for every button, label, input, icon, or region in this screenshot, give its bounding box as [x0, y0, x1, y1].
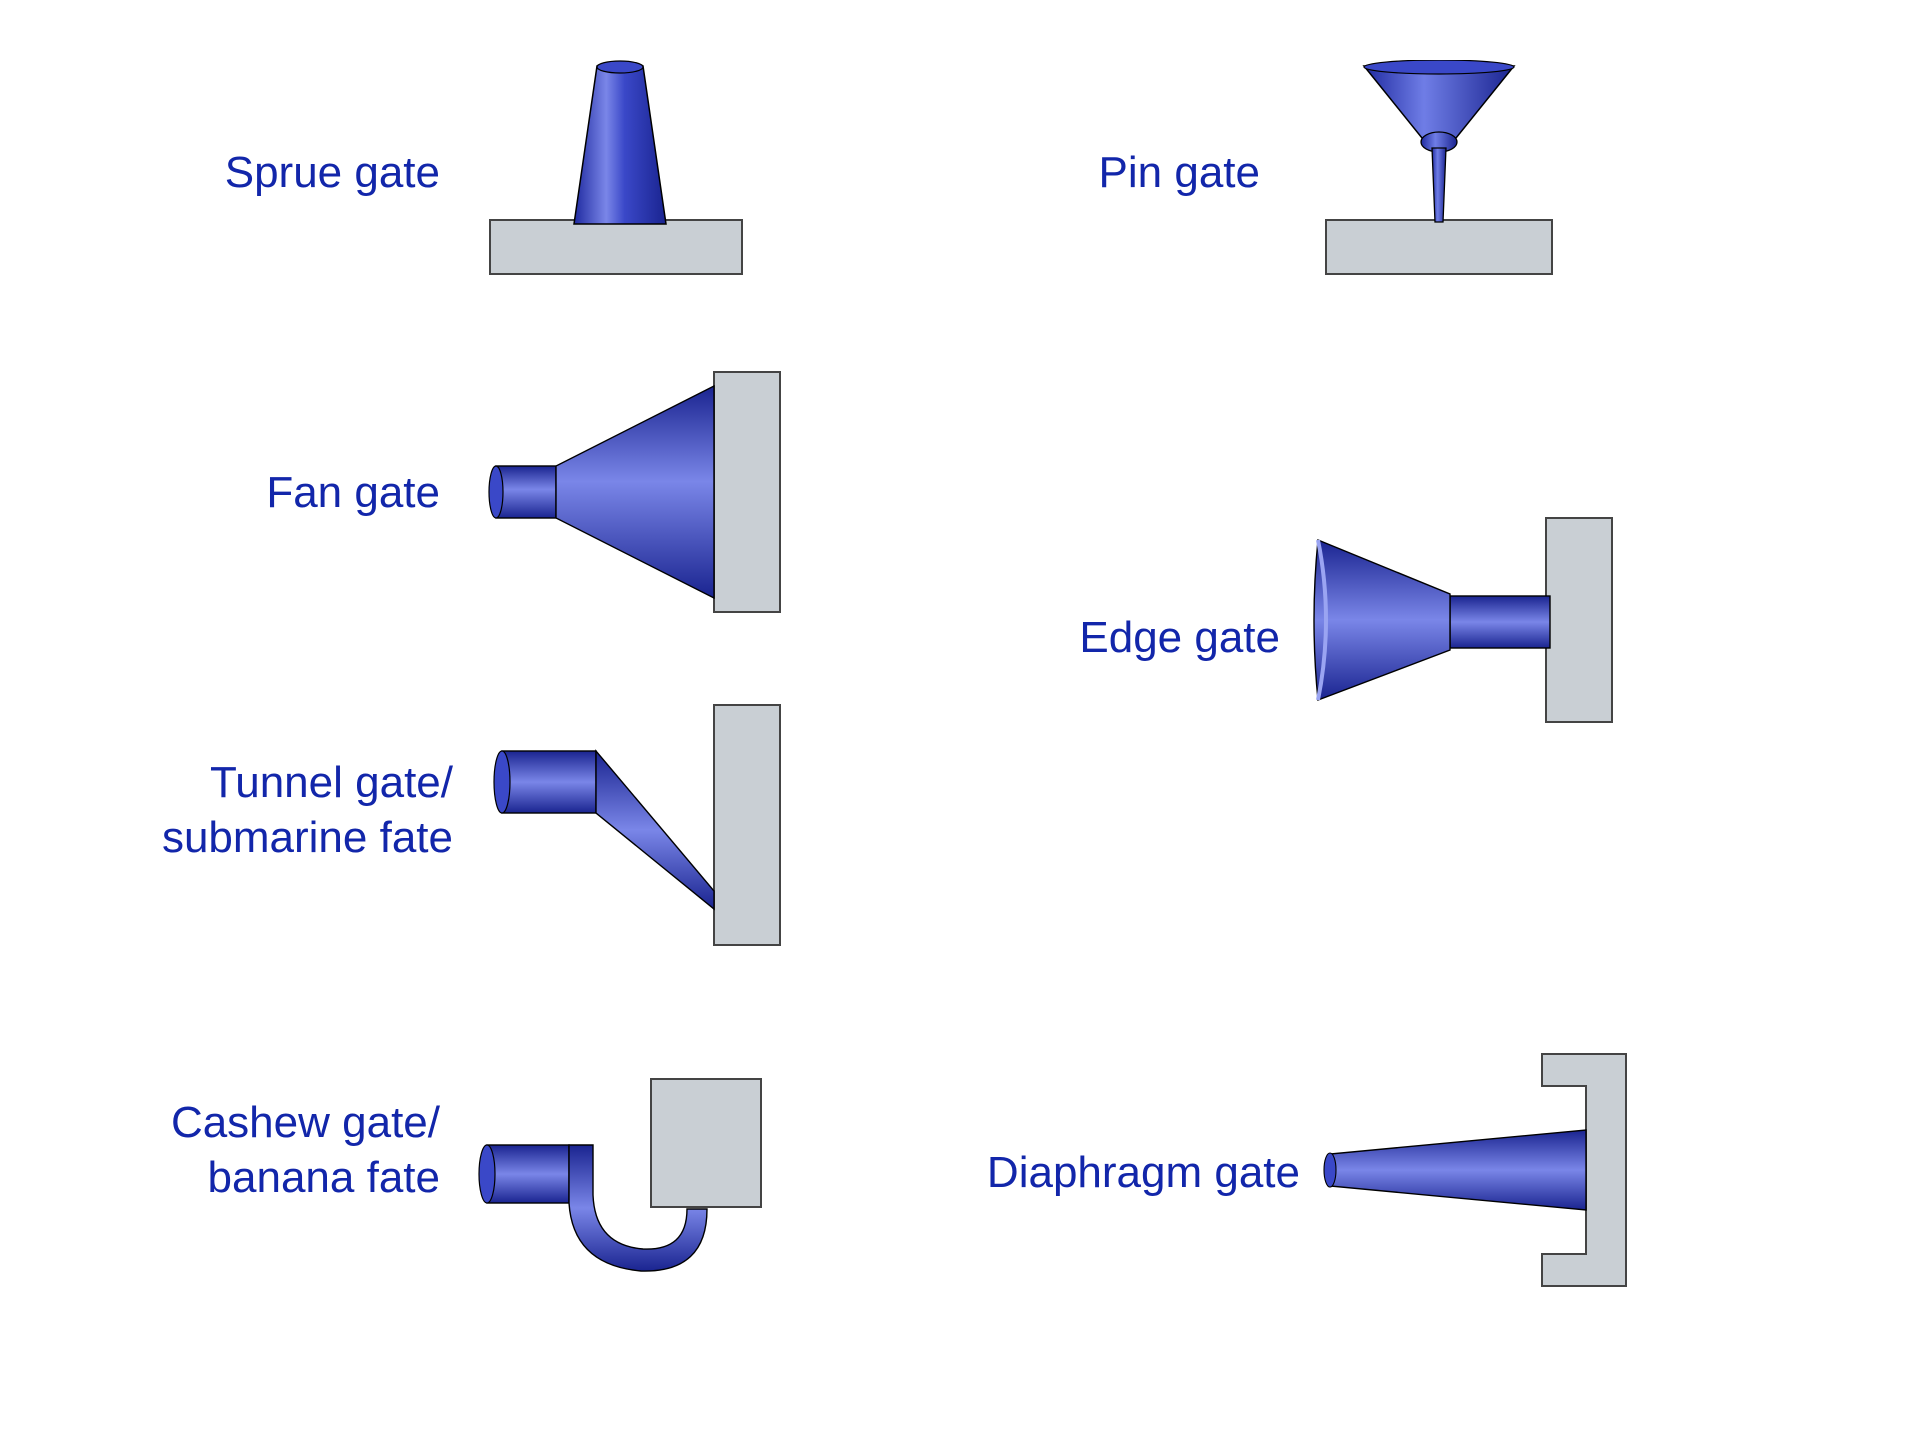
label-cashew-gate: Cashew gate/ banana fate	[40, 1095, 440, 1205]
label-edge-gate: Edge gate	[980, 610, 1280, 665]
label-pin-gate: Pin gate	[1000, 145, 1260, 200]
label-tunnel-gate: Tunnel gate/ submarine fate	[53, 755, 453, 865]
tunnel-gate-icon	[480, 695, 800, 955]
cashew-gate-icon	[455, 1055, 795, 1295]
pin-gate-icon	[1290, 60, 1590, 280]
label-diaphragm-gate: Diaphragm gate	[880, 1145, 1300, 1200]
edge-gate-icon	[1290, 500, 1630, 740]
diaphragm-gate-icon	[1310, 1040, 1650, 1300]
sprue-gate-icon	[450, 60, 790, 280]
label-fan-gate: Fan gate	[140, 465, 440, 520]
label-sprue-gate: Sprue gate	[140, 145, 440, 200]
gate-types-diagram: { "type": "infographic", "background_col…	[0, 0, 1920, 1440]
fan-gate-icon	[480, 362, 800, 622]
